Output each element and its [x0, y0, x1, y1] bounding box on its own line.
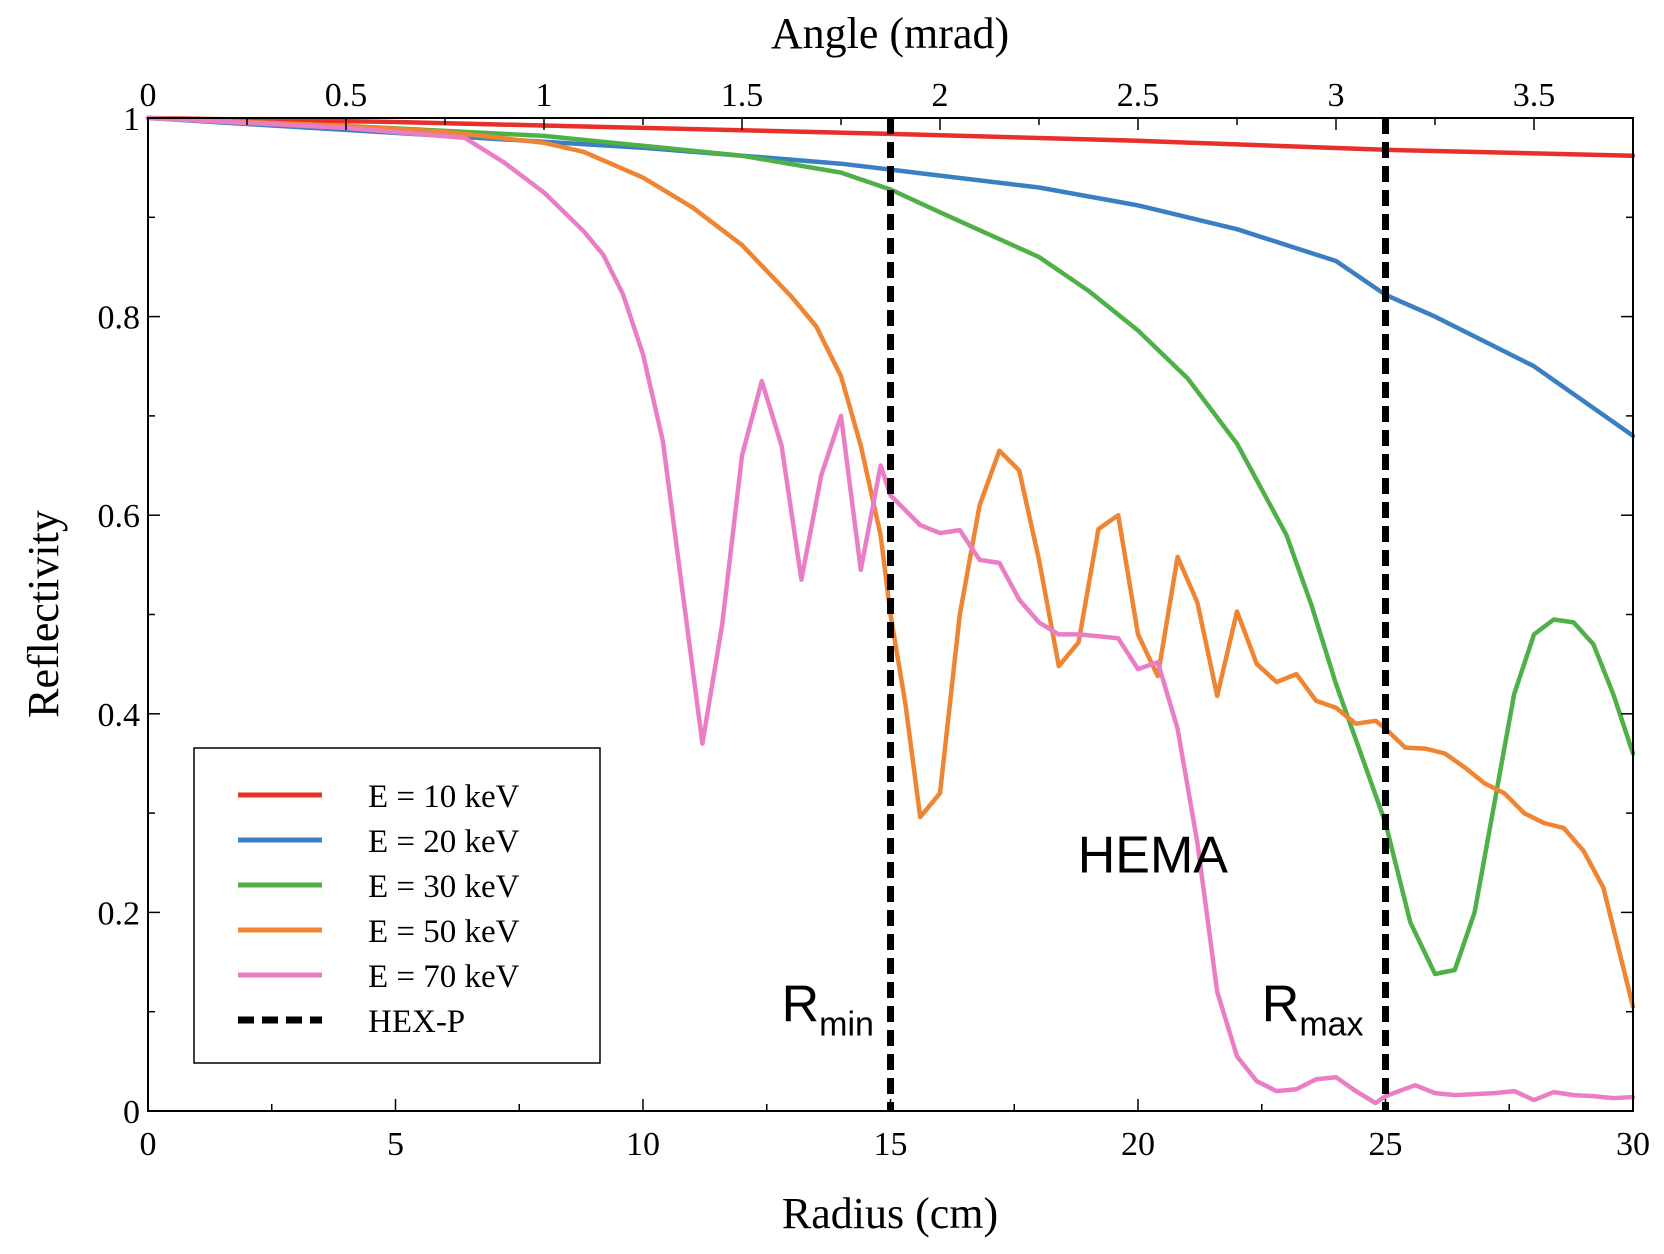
annotation-rmin: Rmin: [782, 976, 874, 1044]
annotation-rmax-sub: max: [1299, 1006, 1363, 1044]
legend-label-3: E = 50 keV: [368, 914, 520, 950]
legend-label-2: E = 30 keV: [368, 869, 520, 905]
x2-tick-label: 0: [140, 77, 157, 114]
x-tick-label: 25: [1369, 1126, 1403, 1163]
hex-p-lines-layer: [887, 118, 1389, 1111]
x-tick-label: 10: [626, 1126, 660, 1163]
x-tick-label: 5: [387, 1126, 404, 1163]
legend-label-1: E = 20 keV: [368, 824, 520, 860]
annotation-rmax-main: R: [1262, 976, 1300, 1034]
series-line-e-50-kev: [145, 115, 1636, 1009]
x-tick-label: 30: [1616, 1126, 1650, 1163]
y-tick-label: 0: [123, 1094, 140, 1131]
annotation-rmax: Rmax: [1262, 976, 1364, 1044]
tick-label-layer: 0 5 10 15 20 25 30 0 0.5 1 1.5 2 2.5 3 3.5 0 0.2 0.4 0.6 0.…: [98, 77, 1651, 1163]
series-line-e-30-kev: [145, 115, 1636, 977]
x2-tick-label: 3: [1328, 77, 1345, 114]
legend-label-4: E = 70 keV: [368, 959, 520, 995]
x2-axis-title: Angle (mrad): [771, 9, 1009, 58]
x-tick-label: 0: [140, 1126, 157, 1163]
legend-label-0: E = 10 keV: [368, 779, 520, 815]
y-tick-label: 0.2: [98, 895, 141, 932]
x2-tick-label: 2.5: [1117, 77, 1160, 114]
y-tick-label: 0.8: [98, 300, 141, 337]
x2-tick-label: 1.5: [721, 77, 764, 114]
legend-box: [193, 747, 601, 1064]
y-tick-label: 0.4: [98, 697, 141, 734]
annotation-rmin-main: R: [782, 976, 820, 1034]
x2-tick-label: 2: [932, 77, 949, 114]
y-axis-title: Reflectivity: [19, 510, 68, 718]
x-tick-label: 15: [874, 1126, 908, 1163]
tick-layer: [147, 117, 1634, 1112]
x2-tick-label: 3.5: [1513, 77, 1556, 114]
x2-tick-label: 0.5: [325, 77, 368, 114]
series-line-e-70-kev: [145, 115, 1636, 1106]
y-tick-label: 0.6: [98, 498, 141, 535]
y-tick-label: 1: [123, 101, 140, 138]
legend: E = 10 keV E = 20 keV E = 30 keV E = 50 keV…: [193, 747, 601, 1064]
x-tick-label: 20: [1121, 1126, 1155, 1163]
annotation-layer: HEMA Rmin Rmax: [782, 827, 1364, 1044]
legend-label-5: HEX-P: [368, 1004, 465, 1040]
annotation-hema: HEMA: [1078, 827, 1229, 885]
x-axis-title: Radius (cm): [782, 1189, 998, 1238]
x2-tick-label: 1: [536, 77, 553, 114]
annotation-rmin-sub: min: [819, 1006, 874, 1044]
